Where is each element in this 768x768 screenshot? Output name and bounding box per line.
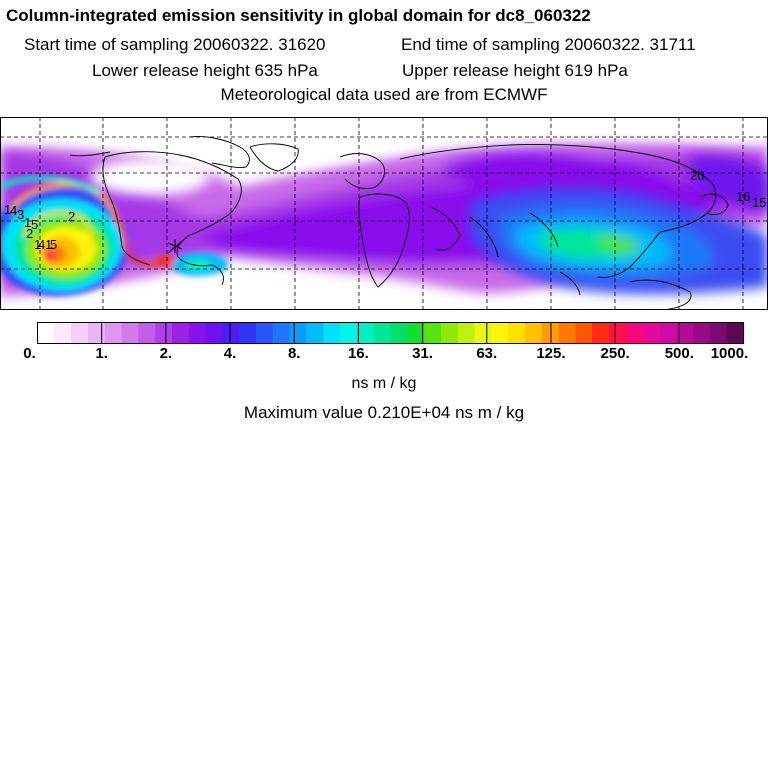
colorbar-tick-label: 500. [664,345,694,362]
colorbar-cell [726,322,745,344]
colorbar-cell [188,322,207,344]
colorbar-tick-label: 0. [23,345,36,362]
colorbar-tick-label: 4. [223,345,237,362]
lower-release-label: Lower release height 635 hPa [92,61,318,80]
colorbar-cell [340,322,358,344]
map-label: 20 [690,168,704,183]
colorbar-cell [171,322,190,344]
colorbar-cell [87,322,106,344]
colorbar-cell [373,322,392,344]
colorbar-cell [323,322,341,344]
colorbar-cell [289,322,308,344]
colorbar-cell [37,322,55,344]
colorbar-tick-label: 8. [287,345,301,362]
colorbar-cell [625,322,644,344]
map-label: 1 [4,202,11,217]
map-label: 5 [31,217,38,232]
colorbar-cell [104,322,123,344]
colorbar-cell [457,322,476,344]
colorbar-cell [138,322,156,344]
colorbar [37,322,745,344]
plot-title: Column-integrated emission sensitivity i… [6,6,591,25]
colorbar-cell [256,322,274,344]
map-label: 1 [34,237,41,252]
map-label: 1 [45,237,52,252]
map-label: 15 [752,195,766,210]
colorbar-cell [155,322,173,344]
colorbar-cell [575,322,593,344]
colorbar-cell [424,322,442,344]
colorbar-tick-label: 16. [347,345,369,362]
colorbar-cell [491,322,509,344]
met-data-label: Meteorological data used are from ECMWF [220,85,548,104]
colorbar-tick-label: 250. [600,345,630,362]
map-label: 5 [50,237,57,252]
colorbar-cell [676,322,694,344]
colorbar-cell [524,322,543,344]
colorbar-cell [239,322,257,344]
colorbar-cell [121,322,139,344]
maximum-value-label: Maximum value 0.210E+04 ns m / kg [243,403,525,422]
colorbar-cell [642,322,661,344]
colorbar-cell [609,322,627,344]
colorbar-cell [558,322,577,344]
colorbar-cell [306,322,324,344]
colorbar-tick-label: 31. [412,345,433,362]
colorbar-cell [693,322,711,344]
map-label: 2 [68,209,75,224]
colorbar-tick-label: 1000. [710,345,749,362]
colorbar-tick-label: 1. [95,345,108,362]
lat-lon-grid [0,117,768,310]
colorbar-tick-label: 63. [476,345,498,362]
sensitivity-field [0,117,768,310]
coastlines [69,136,729,310]
colorbar-cell [71,322,89,344]
sensitivity-map: 1 4 2 3 1 5 4 2 1 1 5 20 16 15 [0,117,768,310]
colorbar-tick-label: 125. [536,345,566,362]
colorbar-cell [659,322,677,344]
colorbar-units: ns m / kg [351,375,417,392]
map-label: 16 [736,189,750,204]
colorbar-cell [205,322,224,344]
map-label: 3 [17,207,24,222]
map-label: 4 [10,203,17,218]
colorbar-tick-label: 2. [159,345,173,362]
map-label: 4 [38,237,45,252]
colorbar-cell [222,322,240,344]
colorbar-cell [54,322,72,344]
contour-labels: 1 4 2 3 1 5 4 2 1 1 5 20 16 15 [4,168,766,252]
colorbar-cell [390,322,408,344]
end-time-label: End time of sampling 20060322. 31711 [401,35,696,54]
colorbar-frame [37,322,744,344]
colorbar-cell [508,322,526,344]
map-label: 1 [24,215,31,230]
upper-release-label: Upper release height 619 hPa [402,61,628,80]
map-label: 2 [26,226,33,241]
flight-track [167,239,183,254]
colorbar-cell [272,322,291,344]
start-time-label: Start time of sampling 20060322. 31620 [24,35,326,54]
colorbar-cell [474,322,492,344]
colorbar-cell [440,322,459,344]
colorbar-cell [709,322,728,344]
colorbar-cell [356,322,375,344]
colorbar-cell [407,322,425,344]
colorbar-cell [592,322,610,344]
